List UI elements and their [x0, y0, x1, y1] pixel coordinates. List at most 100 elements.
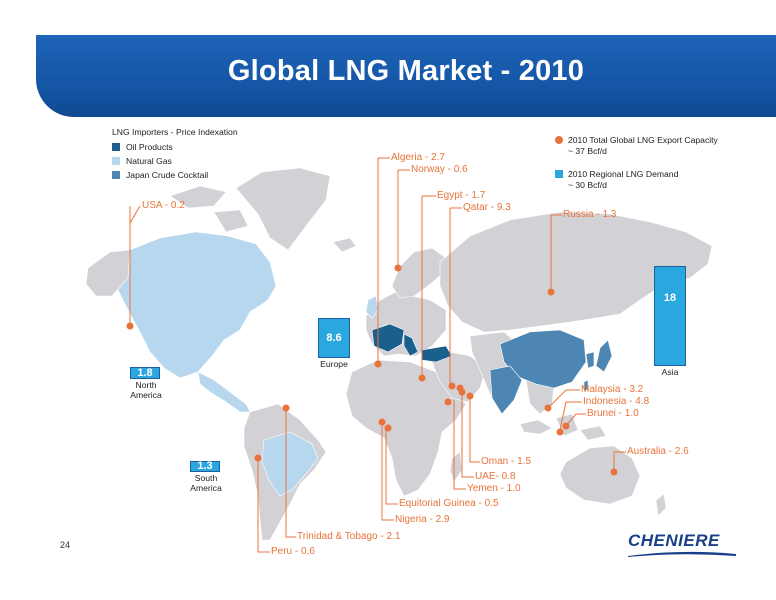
- leader-yemen: [453, 400, 466, 490]
- demand-value: 18: [663, 292, 677, 304]
- region-label-europe: Europe: [320, 359, 348, 369]
- alaska-shape: [85, 249, 131, 297]
- label-egypt: Egypt - 1.7: [437, 190, 486, 201]
- leader-usa-top: [129, 205, 141, 225]
- label-peru: Peru - 0.6: [271, 546, 315, 557]
- legend-title: LNG Importers - Price Indexation: [112, 127, 238, 137]
- dot-yemen: [444, 398, 452, 406]
- dot-nigeria: [378, 418, 386, 426]
- middle-east-shape: [431, 351, 487, 403]
- uk-gas-shape: [365, 295, 379, 319]
- scandinavia-shape: [391, 247, 447, 299]
- dot-oman: [466, 392, 474, 400]
- label-norway: Norway - 0.6: [411, 164, 468, 175]
- iceland-shape: [332, 237, 357, 253]
- region-label-north-america: North America: [130, 380, 162, 400]
- export-dot-icon: [555, 136, 563, 144]
- leader-peru: [257, 458, 270, 553]
- leader-malaysia: [547, 389, 580, 409]
- label-eq-guinea: Equitorial Guinea - 0.5: [399, 498, 499, 509]
- label-russia: Russia - 1.3: [563, 209, 617, 220]
- dot-eq-guinea: [384, 424, 392, 432]
- label-yemen: Yemen - 1.0: [467, 483, 521, 494]
- legend-demand: 2010 Regional LNG Demand ~ 30 Bcf/d: [555, 169, 718, 191]
- dot-norway: [394, 264, 402, 272]
- leader-trinidad: [285, 408, 296, 538]
- demand-square-icon: [555, 170, 563, 178]
- legend-item-jcc: Japan Crude Cocktail: [112, 168, 238, 182]
- dot-trinidad: [282, 404, 290, 412]
- demand-value: 8.6: [326, 332, 342, 344]
- logo-swoosh-icon: [628, 551, 736, 557]
- dot-algeria: [374, 360, 382, 368]
- russia-shape: [439, 211, 713, 333]
- demand-bar-north-america: 1.8: [130, 367, 160, 379]
- new-zealand-shape: [655, 493, 667, 517]
- dot-malaysia: [544, 404, 552, 412]
- label-algeria: Algeria - 2.7: [391, 152, 445, 163]
- legend-label: Oil Products: [126, 142, 173, 152]
- label-qatar: Qatar - 9.3: [463, 202, 511, 213]
- japan-shape: [595, 339, 613, 373]
- taiwan-shape: [583, 379, 589, 391]
- dot-usa: [126, 322, 134, 330]
- label-usa: USA - 0.2: [142, 200, 185, 211]
- demand-value: 1.8: [137, 367, 153, 379]
- legend-item-gas: Natural Gas: [112, 154, 238, 168]
- leader-australia: [613, 451, 626, 470]
- region-label-asia: Asia: [661, 367, 679, 377]
- region-label-south-america: South America: [190, 473, 222, 493]
- dot-peru: [254, 454, 262, 462]
- demand-bar-europe: 8.6: [318, 318, 350, 358]
- price-indexation-legend: LNG Importers - Price Indexation Oil Pro…: [112, 127, 238, 182]
- cheniere-logo: CHENIERE: [628, 531, 738, 561]
- legend-export: 2010 Total Global LNG Export Capacity ~ …: [555, 135, 718, 157]
- label-indonesia: Indonesia - 4.8: [583, 396, 650, 407]
- leader-nigeria: [381, 420, 394, 521]
- label-nigeria: Nigeria - 2.9: [395, 514, 450, 525]
- greenland-shape: [235, 167, 331, 251]
- demand-value: 1.3: [197, 460, 213, 472]
- label-trinidad: Trinidad & Tobago - 2.1: [297, 531, 401, 542]
- legend-swatch: [112, 157, 120, 165]
- leader-eq-guinea: [385, 426, 398, 505]
- korea-shape: [585, 351, 595, 369]
- export-value: ~ 37 Bcf/d: [568, 146, 607, 156]
- dot-qatar: [448, 382, 456, 390]
- north-america-shape: [109, 231, 277, 379]
- capacity-legend: 2010 Total Global LNG Export Capacity ~ …: [555, 135, 718, 203]
- label-oman: Oman - 1.5: [481, 456, 532, 467]
- south-america-gas-shape: [261, 431, 319, 497]
- central-america-shape: [197, 371, 251, 413]
- label-uae: UAE- 0.8: [475, 471, 516, 482]
- leader-indonesia: [559, 401, 582, 431]
- europe-oil-shape: [371, 323, 405, 353]
- dot-indonesia: [556, 428, 564, 436]
- india-shape: [489, 365, 523, 415]
- legend-swatch: [112, 171, 120, 179]
- leader-oman: [469, 396, 480, 463]
- page-title: Global LNG Market - 2010: [227, 55, 585, 87]
- legend-label: Japan Crude Cocktail: [126, 170, 209, 180]
- export-label: 2010 Total Global LNG Export Capacity: [568, 135, 718, 145]
- leader-uae: [461, 390, 474, 478]
- arctic-islands-shape: [169, 185, 249, 233]
- demand-value: ~ 30 Bcf/d: [568, 180, 607, 190]
- logo-text: CHENIERE: [628, 531, 720, 550]
- demand-bar-south-america: 1.3: [190, 461, 220, 472]
- demand-bar-asia: 18: [654, 266, 686, 366]
- dot-russia: [547, 288, 555, 296]
- australia-shape: [559, 445, 641, 505]
- label-malaysia: Malaysia - 3.2: [581, 384, 644, 395]
- leader-brunei: [565, 413, 586, 427]
- dot-uae: [458, 388, 466, 396]
- dot-australia: [610, 468, 618, 476]
- italy-shape: [403, 333, 419, 357]
- page-number: 24: [60, 540, 71, 550]
- madagascar-shape: [449, 451, 463, 483]
- legend-item-oil: Oil Products: [112, 140, 238, 154]
- legend-swatch: [112, 143, 120, 151]
- title-banner: Global LNG Market - 2010: [36, 35, 776, 117]
- dot-brunei: [562, 422, 570, 430]
